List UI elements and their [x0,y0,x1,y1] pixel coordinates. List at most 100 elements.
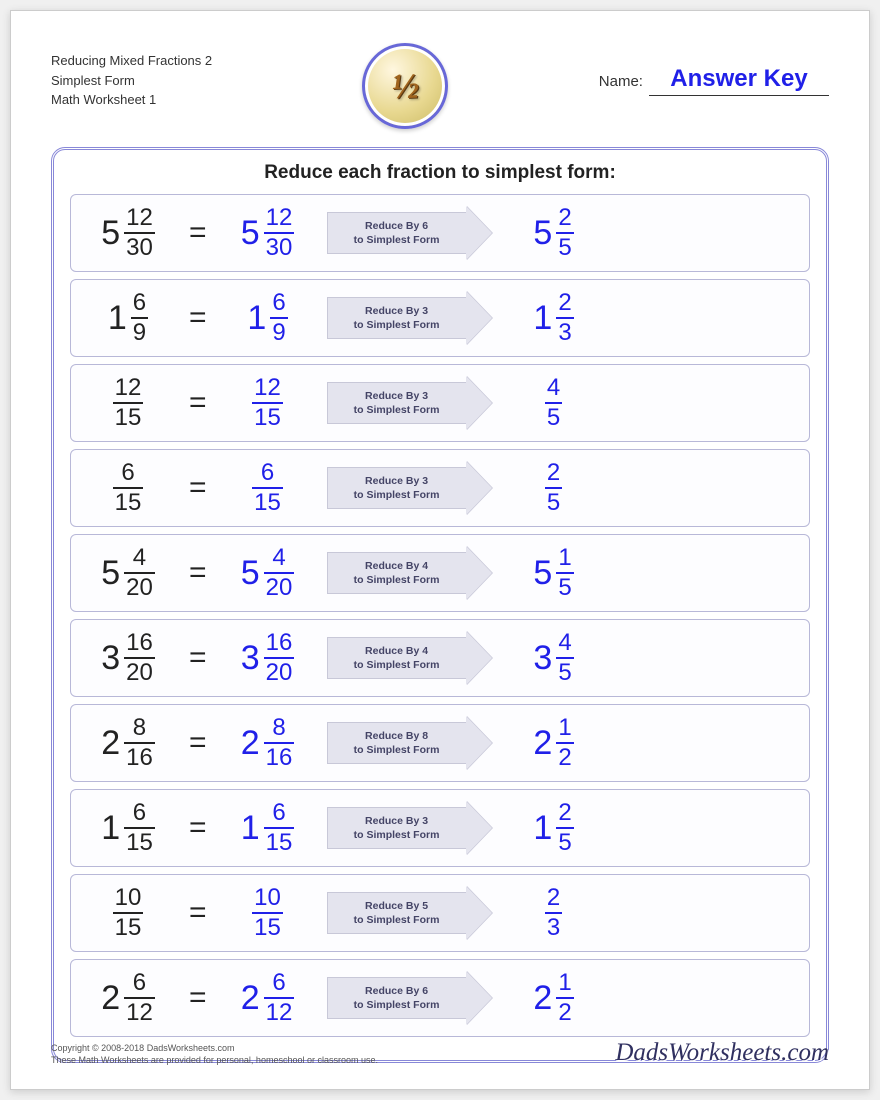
whole-number: 1 [241,809,260,848]
numerator: 1 [556,546,573,570]
mixed-fraction: 2 5 [545,461,562,515]
denominator: 16 [124,746,155,770]
mixed-fraction: 2 8 16 [101,716,155,770]
mixed-fraction: 6 15 [113,461,144,515]
disclaimer-text: These Math Worksheets are provided for p… [51,1054,378,1067]
arrow-head-icon [466,461,492,515]
whole-number: 5 [241,214,260,253]
denominator: 12 [264,1001,295,1025]
equals-sign: = [189,386,207,420]
numerator: 8 [270,716,287,740]
equals-sign: = [189,301,207,335]
fraction: 4 5 [556,631,573,685]
denominator: 20 [264,576,295,600]
denominator: 2 [556,1001,573,1025]
whole-number: 2 [533,724,552,763]
mixed-fraction: 2 6 12 [241,971,295,1025]
denominator: 15 [113,491,144,515]
numerator: 4 [545,376,562,400]
simplest-form-text: to Simplest Form [354,828,440,842]
answer-fraction: 2 1 2 [509,971,599,1025]
numerator: 10 [252,886,283,910]
numerator: 4 [270,546,287,570]
numerator: 8 [131,716,148,740]
reduce-by-text: Reduce By 6 [365,984,428,998]
answer-fraction: 1 2 5 [509,801,599,855]
simplest-form-text: to Simplest Form [354,318,440,332]
fraction: 16 20 [264,631,295,685]
arrow-head-icon [466,886,492,940]
numerator: 2 [545,461,562,485]
problem-row: 5 12 30 = 5 12 30 Reduce By 6 to Simples… [70,194,810,272]
denominator: 20 [124,661,155,685]
arrow-body: Reduce By 3 to Simplest Form [327,467,467,509]
footer: Copyright © 2008-2018 DadsWorksheets.com… [51,1039,829,1067]
equals-sign: = [189,471,207,505]
mixed-fraction: 2 3 [545,886,562,940]
whole-number: 2 [101,724,120,763]
problem-row: 12 15 = 12 15 Reduce By 3 to Simplest Fo… [70,364,810,442]
denominator: 3 [545,916,562,940]
answer-key-text: Answer Key [670,65,807,92]
simplest-form-text: to Simplest Form [354,403,440,417]
problem-fraction: 3 16 20 [83,631,173,685]
problem-fraction: 5 4 20 [83,546,173,600]
fraction: 4 20 [264,546,295,600]
step-fraction: 1 6 9 [223,291,313,345]
mixed-fraction: 5 12 30 [101,206,155,260]
numerator: 6 [131,291,148,315]
reduce-arrow: Reduce By 6 to Simplest Form [327,974,495,1022]
whole-number: 5 [101,214,120,253]
answer-fraction: 5 1 5 [509,546,599,600]
mixed-fraction: 1 2 5 [533,801,573,855]
mixed-fraction: 10 15 [113,886,144,940]
denominator: 16 [264,746,295,770]
whole-number: 3 [241,639,260,678]
numerator: 12 [124,206,155,230]
arrow-body: Reduce By 3 to Simplest Form [327,382,467,424]
numerator: 6 [270,291,287,315]
numerator: 6 [270,971,287,995]
equals-sign: = [189,641,207,675]
whole-number: 1 [108,299,127,338]
answer-fraction: 1 2 3 [509,291,599,345]
problem-fraction: 2 6 12 [83,971,173,1025]
numerator: 12 [264,206,295,230]
logo-wrap: ½ [362,43,448,129]
fraction: 2 5 [556,206,573,260]
fraction: 10 15 [252,886,283,940]
mixed-fraction: 3 4 5 [533,631,573,685]
fraction: 8 16 [264,716,295,770]
problem-row: 10 15 = 10 15 Reduce By 5 to Simplest Fo… [70,874,810,952]
reduce-arrow: Reduce By 3 to Simplest Form [327,294,495,342]
problems-list: 5 12 30 = 5 12 30 Reduce By 6 to Simples… [70,194,810,1037]
fraction: 2 5 [545,461,562,515]
step-fraction: 3 16 20 [223,631,313,685]
denominator: 3 [556,321,573,345]
answer-fraction: 2 5 [509,461,599,515]
simplest-form-text: to Simplest Form [354,233,440,247]
fraction: 12 30 [264,206,295,260]
simplest-form-text: to Simplest Form [354,998,440,1012]
whole-number: 3 [101,639,120,678]
fraction: 8 16 [124,716,155,770]
equals-sign: = [189,726,207,760]
problem-row: 6 15 = 6 15 Reduce By 3 to Simplest Form [70,449,810,527]
step-fraction: 6 15 [223,461,313,515]
fraction: 6 15 [264,801,295,855]
fraction: 2 3 [545,886,562,940]
problem-row: 1 6 9 = 1 6 9 Reduce By 3 to Simplest Fo… [70,279,810,357]
mixed-fraction: 2 6 12 [101,971,155,1025]
arrow-head-icon [466,631,492,685]
mixed-fraction: 5 1 5 [533,546,573,600]
title-line-3: Math Worksheet 1 [51,90,212,110]
denominator: 5 [556,661,573,685]
reduce-arrow: Reduce By 8 to Simplest Form [327,719,495,767]
panel-title: Reduce each fraction to simplest form: [70,162,810,184]
title-line-1: Reducing Mixed Fractions 2 [51,51,212,71]
mixed-fraction: 2 1 2 [533,716,573,770]
simplest-form-text: to Simplest Form [354,743,440,757]
denominator: 5 [545,491,562,515]
fraction: 6 15 [124,801,155,855]
fraction: 16 20 [124,631,155,685]
